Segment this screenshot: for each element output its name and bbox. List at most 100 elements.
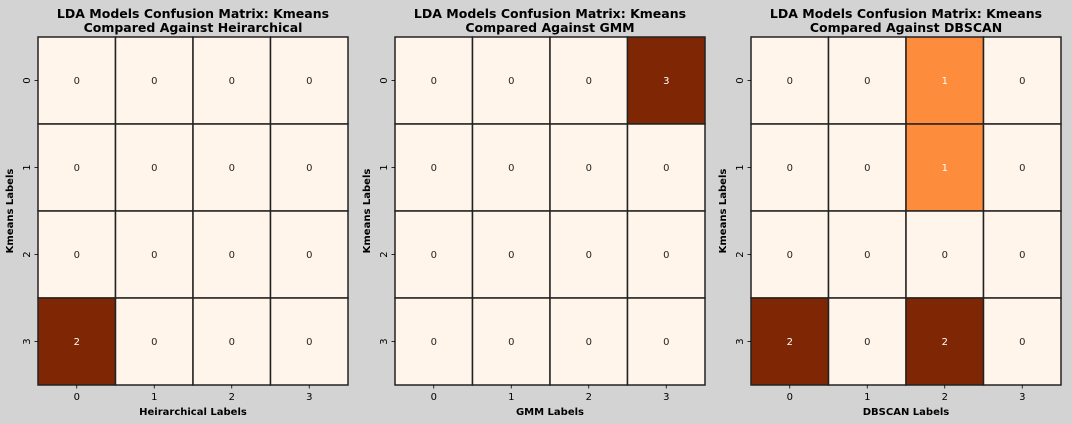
heatmap-cell (471, 36, 551, 125)
y-tick-label: 2 (22, 251, 33, 257)
y-tick-label: 2 (379, 251, 390, 257)
cell-value-label: 0 (787, 250, 793, 261)
chart-title-line-1: Compared Against DBSCAN (810, 20, 1002, 35)
y-tick-label: 1 (735, 164, 746, 170)
cell-value-label: 0 (663, 250, 669, 261)
cell-value-label: 0 (586, 250, 592, 261)
cell-value-label: 2 (74, 337, 80, 348)
x-tick-label: 1 (864, 392, 870, 403)
cell-value-label: 0 (586, 76, 592, 87)
heatmap-cell (549, 210, 629, 299)
cell-value-label: 0 (864, 337, 870, 348)
cell-value-label: 0 (74, 250, 80, 261)
cell-value-label: 0 (663, 163, 669, 174)
cell-value-label: 0 (151, 337, 157, 348)
cell-value-label: 1 (942, 163, 948, 174)
heatmap-cell (982, 123, 1062, 212)
cell-value-label: 2 (942, 337, 948, 348)
heatmap-panel-2: LDA Models Confusion Matrix: KmeansCompa… (718, 6, 1062, 418)
heatmap-cell (827, 123, 907, 212)
y-axis-label: Kmeans Labels (362, 169, 373, 254)
heatmap-cell (827, 297, 907, 386)
cell-value-label: 0 (151, 163, 157, 174)
heatmap-cell (626, 297, 706, 386)
chart-title-line-0: LDA Models Confusion Matrix: Kmeans (414, 6, 686, 21)
x-tick-label: 3 (1019, 392, 1025, 403)
x-tick-label: 3 (663, 392, 669, 403)
cell-value-label: 0 (431, 163, 437, 174)
x-tick-label: 2 (942, 392, 948, 403)
y-tick-label: 0 (379, 77, 390, 83)
heatmap-cell (982, 297, 1062, 386)
y-tick-label: 2 (735, 251, 746, 257)
cell-value-label: 0 (431, 76, 437, 87)
cell-value-label: 0 (151, 76, 157, 87)
y-tick-label: 1 (379, 164, 390, 170)
heatmap-cell (982, 36, 1062, 125)
heatmap-cell (750, 297, 830, 386)
cell-value-label: 0 (229, 76, 235, 87)
heatmap-cell (827, 210, 907, 299)
heatmap-cell (394, 210, 474, 299)
heatmap-cell (114, 36, 194, 125)
x-tick-label: 2 (586, 392, 592, 403)
cell-value-label: 0 (229, 163, 235, 174)
cell-value-label: 0 (864, 250, 870, 261)
heatmap-cell (750, 210, 830, 299)
y-tick-label: 0 (735, 77, 746, 83)
cell-value-label: 0 (942, 250, 948, 261)
chart-title-line-1: Compared Against Heirarchical (84, 20, 303, 35)
cell-value-label: 0 (306, 163, 312, 174)
x-axis-label: DBSCAN Labels (863, 407, 950, 418)
heatmap-cell (269, 36, 349, 125)
heatmap-cell (905, 297, 985, 386)
cell-value-label: 0 (1019, 337, 1025, 348)
y-axis-label: Kmeans Labels (5, 169, 16, 254)
chart-title-line-0: LDA Models Confusion Matrix: Kmeans (57, 6, 329, 21)
y-tick-label: 3 (22, 338, 33, 344)
cell-value-label: 0 (787, 76, 793, 87)
y-tick-label: 3 (379, 338, 390, 344)
cell-value-label: 0 (74, 163, 80, 174)
x-axis-label: GMM Labels (516, 407, 584, 418)
heatmap-cell (269, 210, 349, 299)
x-tick-label: 2 (229, 392, 235, 403)
chart-title-line-1: Compared Against GMM (465, 20, 634, 35)
x-tick-label: 1 (508, 392, 514, 403)
heatmap-cell (114, 210, 194, 299)
cell-value-label: 0 (1019, 250, 1025, 261)
cell-value-label: 0 (508, 337, 514, 348)
heatmap-cell (394, 36, 474, 125)
heatmap-cell (192, 36, 272, 125)
y-tick-label: 0 (22, 77, 33, 83)
x-tick-label: 0 (74, 392, 80, 403)
cell-value-label: 0 (306, 76, 312, 87)
x-tick-label: 0 (431, 392, 437, 403)
cell-value-label: 3 (663, 76, 669, 87)
x-axis-label: Heirarchical Labels (139, 407, 247, 418)
heatmap-cell (471, 210, 551, 299)
heatmap-cell (37, 36, 117, 125)
heatmap-cell (549, 123, 629, 212)
cell-value-label: 0 (586, 337, 592, 348)
y-tick-label: 1 (22, 164, 33, 170)
cell-value-label: 0 (508, 250, 514, 261)
y-tick-label: 3 (735, 338, 746, 344)
cell-value-label: 0 (431, 337, 437, 348)
cell-value-label: 0 (663, 337, 669, 348)
cell-value-label: 0 (229, 337, 235, 348)
heatmap-cell (114, 297, 194, 386)
heatmap-panel-1: LDA Models Confusion Matrix: KmeansCompa… (362, 6, 706, 418)
heatmap-cell (549, 36, 629, 125)
cell-value-label: 2 (787, 337, 793, 348)
y-axis-label: Kmeans Labels (718, 169, 729, 254)
cell-value-label: 0 (229, 250, 235, 261)
heatmap-cell (269, 123, 349, 212)
cell-value-label: 1 (942, 76, 948, 87)
heatmap-cell (269, 297, 349, 386)
cell-value-label: 0 (787, 163, 793, 174)
heatmap-panel-0: LDA Models Confusion Matrix: KmeansCompa… (5, 6, 349, 418)
cell-value-label: 0 (74, 76, 80, 87)
cell-value-label: 0 (431, 250, 437, 261)
